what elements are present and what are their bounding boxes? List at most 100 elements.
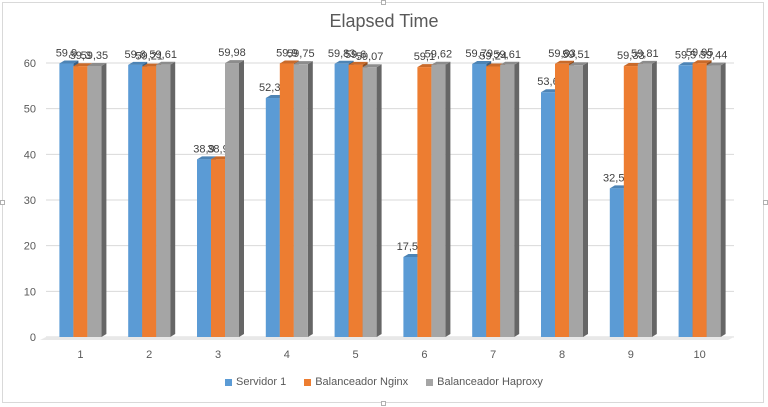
bar-top [348,61,368,65]
legend: Servidor 1 Balanceador Nginx Balanceador… [0,376,768,388]
bar-top [279,60,299,64]
data-label: 59,44 [700,50,728,62]
bar [293,64,308,338]
data-label: 59,35 [81,50,109,62]
chart-title: Elapsed Time [329,11,439,31]
data-label: 59,83 [328,48,356,60]
bar-top [73,63,93,67]
bar [500,64,515,337]
data-label: 59,6 [345,49,366,61]
data-label: 38,9 [207,143,228,155]
bar [156,64,171,337]
x-tick-label: 5 [353,349,359,361]
x-tick-label: 8 [559,349,565,361]
x-tick-label: 10 [693,349,705,361]
y-tick-label: 40 [24,149,36,161]
bar [623,66,638,338]
bar-top [293,61,313,65]
bar-top [472,60,492,64]
x-tick-label: 2 [146,349,152,361]
data-label: 59,95 [686,47,714,59]
data-label: 59,9 [276,47,297,59]
x-tick-label: 6 [421,349,427,361]
bar-side [514,61,520,337]
y-tick-label: 20 [24,241,36,253]
data-label: 59,6 [124,49,145,61]
data-label: 59,5 [675,49,696,61]
x-tick-label: 4 [284,349,290,361]
data-label: 59,51 [562,49,590,61]
data-label: 59,1 [414,51,435,63]
resize-handle-bottom[interactable] [381,401,386,406]
bar-side [720,62,726,337]
y-tick-label: 50 [24,104,36,116]
legend-swatch-series-2 [304,378,312,386]
bar [637,63,652,337]
bar [279,63,294,337]
bar-top [362,64,382,68]
bar-top [197,156,216,160]
bar-side [445,61,451,338]
bar [417,67,432,338]
bar [59,63,74,337]
data-label: 38,9 [193,143,214,155]
bar-side [170,61,176,337]
bar-side [307,61,313,338]
y-tick-label: 0 [30,332,36,344]
bar-top [692,60,712,64]
bar-top [334,60,354,64]
resize-handle-left[interactable] [0,200,5,205]
data-label: 53,6 [537,76,558,88]
data-label: 17,52 [397,241,425,253]
bar [265,98,280,337]
bar-side [583,62,588,337]
x-tick-label: 3 [215,349,221,361]
bar [128,64,143,338]
bar [486,66,501,337]
bar [609,188,624,337]
bar [472,63,487,338]
data-label: 59,33 [617,50,645,62]
data-label: 59,81 [631,48,659,60]
bar [348,64,363,338]
bar [706,65,721,337]
bar-side [101,62,107,338]
data-label: 59,9 [56,47,77,59]
data-label: 59,62 [425,49,453,61]
resize-handle-top[interactable] [381,0,386,5]
data-label: 59,83 [548,48,576,60]
bar [431,64,446,337]
bar [73,66,88,338]
bar-side [651,60,657,337]
x-tick-label: 1 [77,349,83,361]
data-label: 59,61 [149,49,177,61]
bar [142,66,157,337]
data-label: 32,55 [603,172,631,184]
data-label: 59,07 [356,51,384,63]
legend-swatch-series-3 [426,378,434,386]
legend-label-series-2: Balanceador Nginx [315,376,409,388]
bar-top [555,60,574,64]
data-label: 59,75 [287,48,315,60]
bar [692,63,707,337]
bar [403,256,418,337]
bar [569,65,583,337]
y-tick-label: 60 [24,58,36,70]
y-tick-label: 10 [24,286,36,298]
bar [678,65,693,338]
data-label: 52,33 [259,82,287,94]
bar [555,63,569,337]
bar [87,65,102,338]
legend-label-series-1: Servidor 1 [236,376,287,388]
bar [541,92,555,337]
data-label: 59,61 [493,49,521,61]
bar [225,63,239,337]
legend-item-series-3: Balanceador Haproxy [426,376,543,388]
bar-top [156,61,176,65]
bar-top [500,61,520,65]
data-label: 59,98 [218,47,246,59]
bar [211,159,225,337]
legend-item-series-2: Balanceador Nginx [304,376,408,388]
x-tick-label: 7 [490,349,496,361]
data-label: 59,79 [465,48,493,60]
